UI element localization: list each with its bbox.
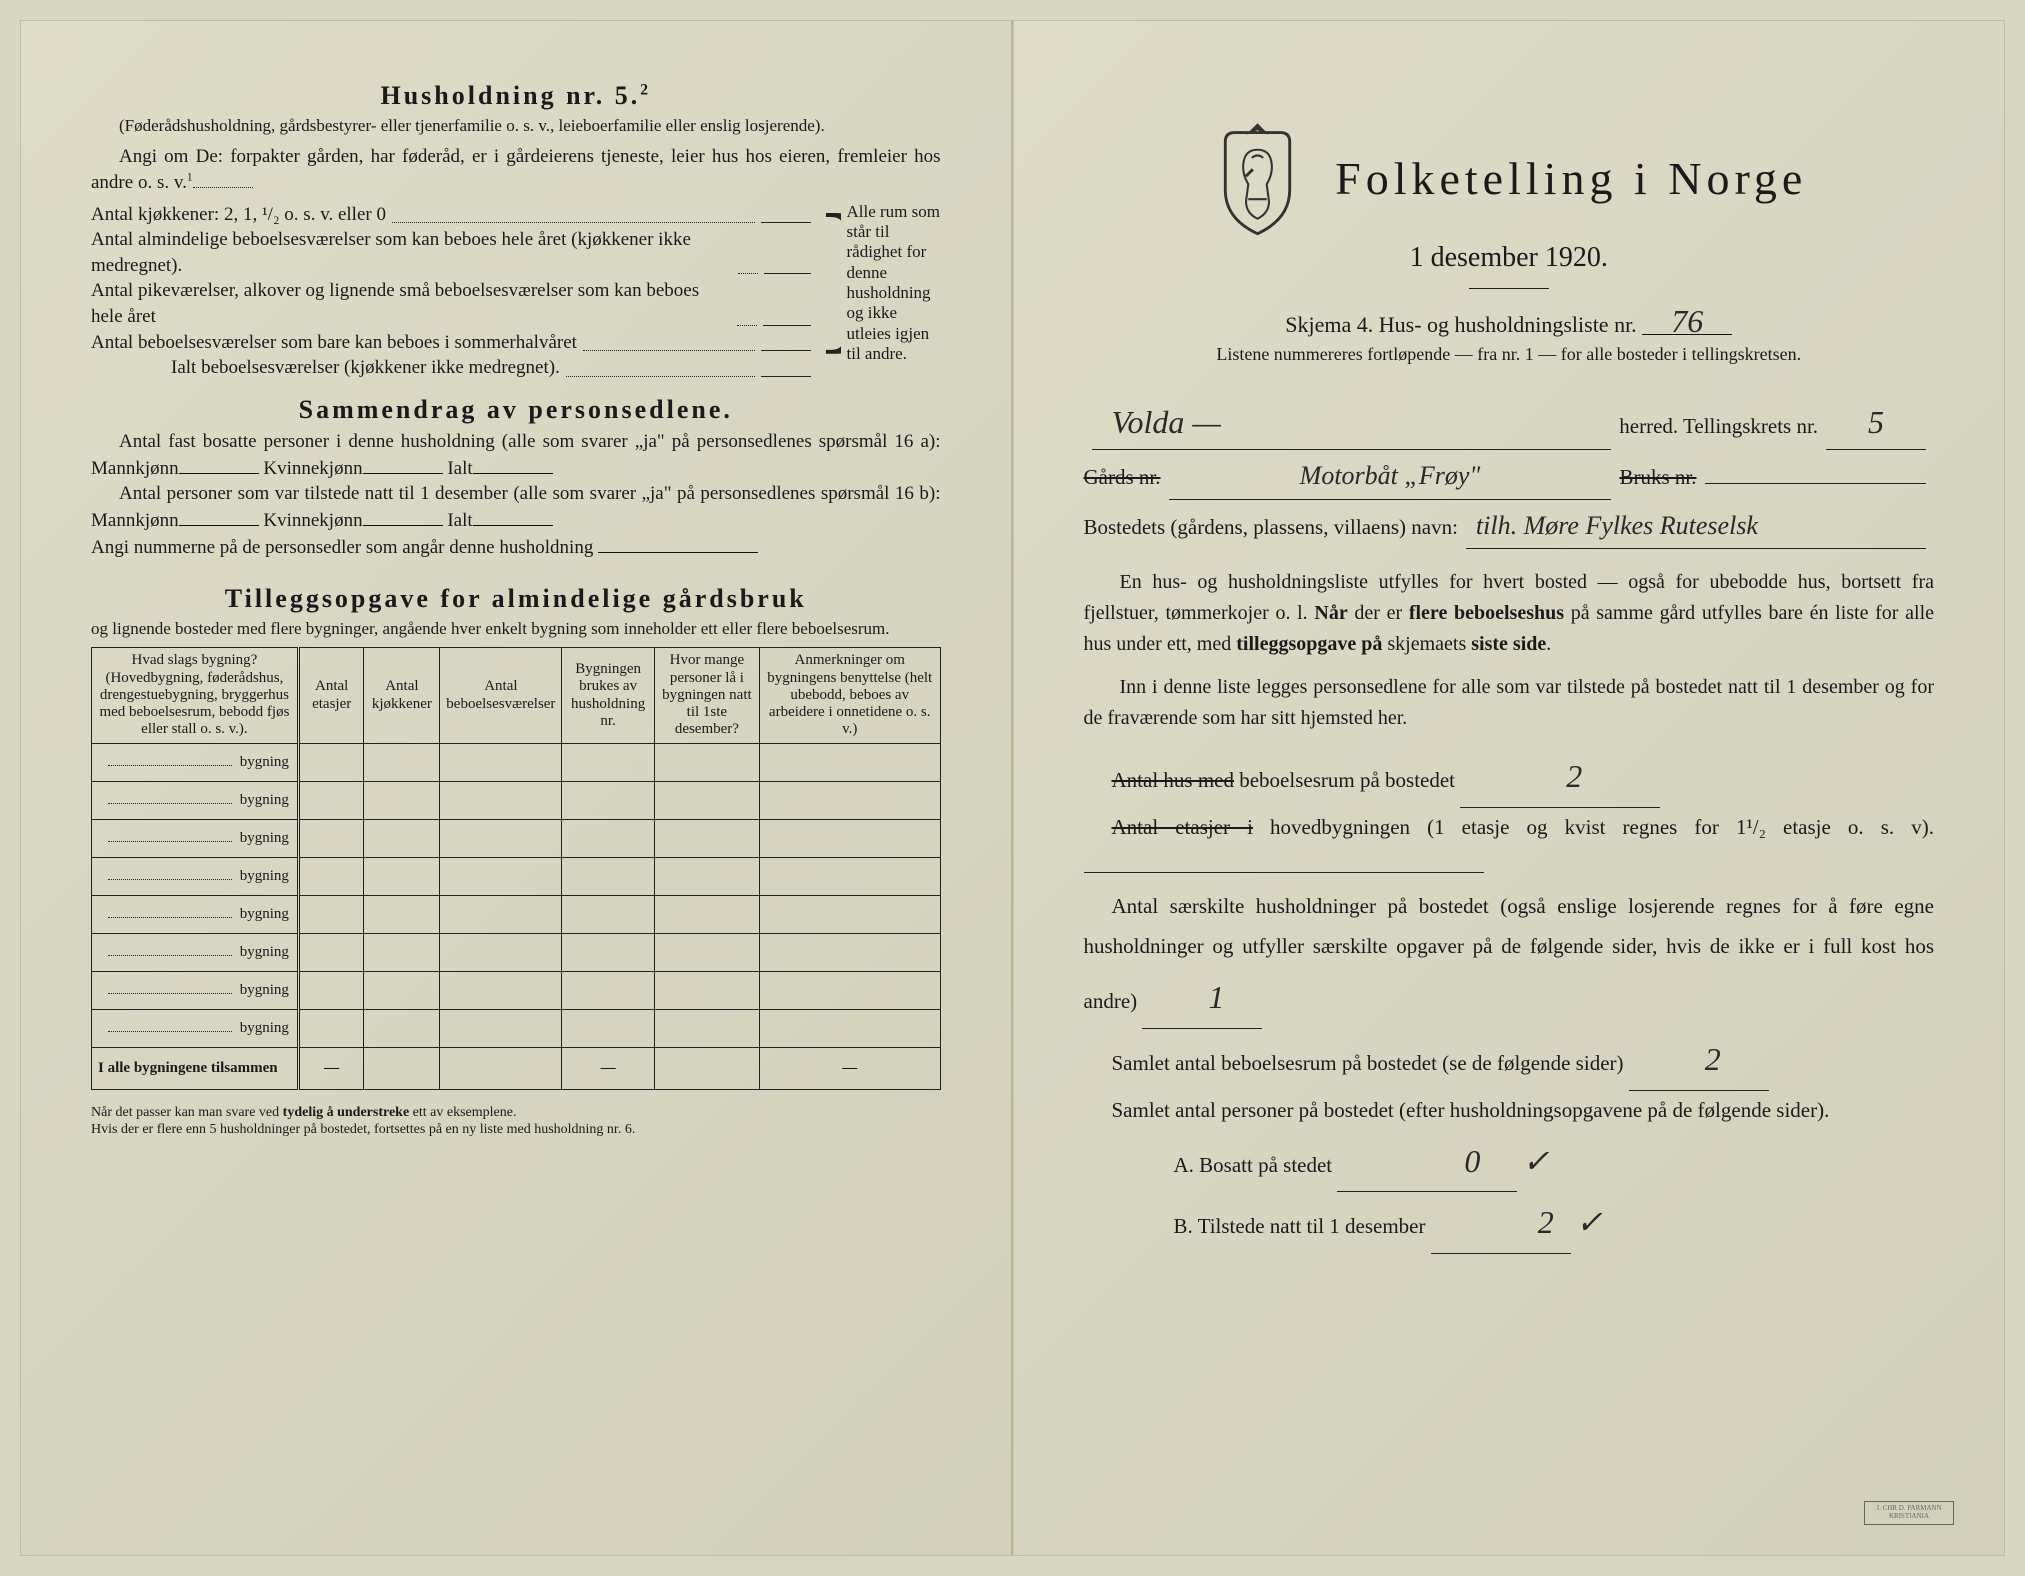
q2: Antal etasjer i hovedbygningen (1 etasje… bbox=[1084, 808, 1935, 888]
brace-glyph: } bbox=[811, 202, 841, 381]
divider bbox=[1469, 288, 1549, 289]
th-5: Hvor mange personer lå i bygningen natt … bbox=[654, 648, 759, 743]
brace-row-1: Antal almindelige beboelsesværelser som … bbox=[91, 227, 732, 278]
footnote: Når det passer kan man svare ved tydelig… bbox=[91, 1104, 941, 1139]
list-note: Listene nummereres fortløpende — fra nr.… bbox=[1084, 344, 1935, 365]
husholdning-note: (Føderådshusholdning, gårdsbestyrer- ell… bbox=[91, 115, 941, 136]
q5: Samlet antal personer på bostedet (efter… bbox=[1084, 1091, 1935, 1131]
q3: Antal særskilte husholdninger på bostede… bbox=[1084, 887, 1935, 1029]
para-1: En hus- og husholdningsliste utfylles fo… bbox=[1084, 567, 1935, 660]
table-row: bygning bbox=[92, 819, 941, 857]
building-table: Hvad slags bygning? (Hovedbygning, føder… bbox=[91, 647, 941, 1089]
document-spread: Husholdning nr. 5.2 (Føderådshusholdning… bbox=[20, 20, 2005, 1556]
table-total-row: I alle bygningene tilsammen——— bbox=[92, 1047, 941, 1089]
sammendrag-line-1: Antal fast bosatte personer i denne hush… bbox=[91, 429, 941, 481]
brace-side-text: Alle rum som står til rådighet for denne… bbox=[841, 202, 941, 381]
printer-mark: J. CHR D. PARMANN KRISTIANIA bbox=[1864, 1501, 1954, 1525]
th-1: Antal etasjer bbox=[298, 648, 364, 743]
table-row: bygning bbox=[92, 1009, 941, 1047]
coat-of-arms-icon bbox=[1210, 121, 1305, 236]
sammendrag-line-2: Antal personer som var tilstede natt til… bbox=[91, 481, 941, 533]
title-row: Folketelling i Norge bbox=[1084, 121, 1935, 236]
th-2: Antal kjøkkener bbox=[364, 648, 440, 743]
qB: B. Tilstede natt til 1 desember 2 ✓ bbox=[1084, 1192, 1935, 1254]
main-title: Folketelling i Norge bbox=[1335, 152, 1807, 205]
bosted-line: Bostedets (gårdens, plassens, villaens) … bbox=[1084, 504, 1935, 549]
gards-line: Gårds nr. Motorbåt „Frøy" Bruks nr. bbox=[1084, 454, 1935, 499]
th-4: Bygningen brukes av husholdning nr. bbox=[562, 648, 654, 743]
table-row: bygning bbox=[92, 743, 941, 781]
th-3: Antal beboelsesværelser bbox=[440, 648, 562, 743]
table-row: bygning bbox=[92, 895, 941, 933]
angi-nummer: Angi nummerne på de personsedler som ang… bbox=[91, 534, 941, 561]
th-6: Anmerkninger om bygningens benyttelse (h… bbox=[759, 648, 940, 743]
left-page: Husholdning nr. 5.2 (Føderådshusholdning… bbox=[20, 20, 1013, 1556]
herred-line: Volda — herred. Tellingskrets nr. 5 bbox=[1084, 395, 1935, 450]
sammendrag-title: Sammendrag av personsedlene. bbox=[91, 395, 941, 425]
brace-row-0: Antal kjøkkener: 2, 1, ¹/₂ o. s. v. elle… bbox=[91, 202, 386, 228]
q4: Samlet antal beboelsesrum på bostedet (s… bbox=[1084, 1029, 1935, 1091]
right-page: Folketelling i Norge 1 desember 1920. Sk… bbox=[1013, 20, 2006, 1556]
table-row: bygning bbox=[92, 857, 941, 895]
kitchen-rooms-block: Antal kjøkkener: 2, 1, ¹/₂ o. s. v. elle… bbox=[91, 202, 941, 381]
brace-row-2: Antal pikeværelser, alkover og lignende … bbox=[91, 278, 731, 329]
table-row: bygning bbox=[92, 971, 941, 1009]
tillegg-title: Tilleggsopgave for almindelige gårdsbruk bbox=[91, 584, 941, 614]
para-2: Inn i denne liste legges personsedlene f… bbox=[1084, 672, 1935, 734]
table-row: bygning bbox=[92, 781, 941, 819]
qA: A. Bosatt på stedet 0 ✓ bbox=[1084, 1131, 1935, 1193]
brace-row-3: Antal beboelsesværelser som bare kan beb… bbox=[91, 330, 577, 356]
angi-intro: Angi om De: forpakter gården, har føderå… bbox=[91, 144, 941, 195]
brace-row-4: Ialt beboelsesværelser (kjøkkener ikke m… bbox=[171, 355, 560, 381]
th-0: Hvad slags bygning? (Hovedbygning, føder… bbox=[92, 648, 299, 743]
husholdning-title: Husholdning nr. 5.2 bbox=[91, 81, 941, 111]
tillegg-sub: og lignende bosteder med flere bygninger… bbox=[91, 618, 941, 639]
table-row: bygning bbox=[92, 933, 941, 971]
q1: Antal hus med beboelsesrum på bostedet 2 bbox=[1084, 746, 1935, 808]
skjema-line: Skjema 4. Hus- og husholdningsliste nr. … bbox=[1084, 303, 1935, 338]
date-line: 1 desember 1920. bbox=[1084, 242, 1935, 274]
